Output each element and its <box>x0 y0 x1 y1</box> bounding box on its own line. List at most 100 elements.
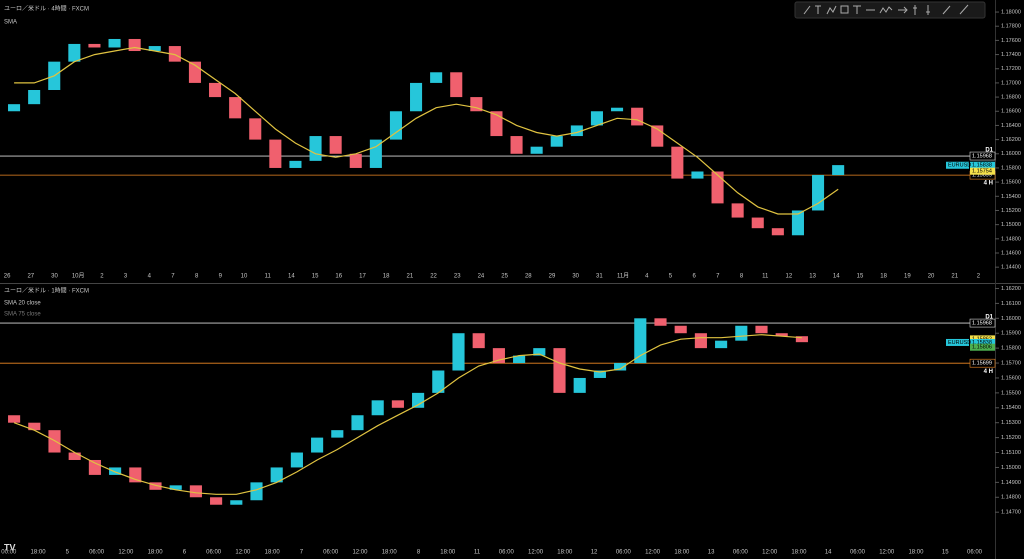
y-tick-label: 1.15300 <box>1001 420 1021 426</box>
candle <box>311 437 324 453</box>
drawing-toolbar[interactable] <box>794 1 986 19</box>
y-tick-label: 1.17800 <box>1001 24 1021 30</box>
x-tick-label: 8 <box>740 274 744 280</box>
x-tick-label: 06:00 <box>323 550 339 556</box>
tool-icon[interactable] <box>815 5 821 14</box>
indicator-label[interactable]: SMA 75 close <box>4 312 41 318</box>
x-tick-label: 06:00 <box>850 550 866 556</box>
x-tick-label: 06:00 <box>967 550 983 556</box>
candle <box>391 400 404 408</box>
candle <box>210 497 223 505</box>
candle <box>513 355 526 364</box>
x-tick-label: 27 <box>27 274 34 280</box>
x-tick-label: 21 <box>407 274 414 280</box>
candle <box>553 348 566 393</box>
y-tick-label: 1.16200 <box>1001 137 1021 143</box>
candle <box>430 72 443 83</box>
x-tick-label: 25 <box>501 274 508 280</box>
tool-icon[interactable] <box>942 5 951 15</box>
candle <box>250 482 263 501</box>
x-tick-label: 29 <box>549 274 556 280</box>
x-tick-label: 28 <box>525 274 532 280</box>
candle <box>795 336 808 343</box>
x-tick-label: 15 <box>857 274 864 280</box>
tool-icon[interactable] <box>959 4 969 15</box>
y-tick-label: 1.16100 <box>1001 301 1021 307</box>
y-tick-label: 1.15500 <box>1001 390 1021 396</box>
candle <box>432 370 445 393</box>
y-tick-label: 1.15400 <box>1001 194 1021 200</box>
x-tick-label: 8 <box>195 274 199 280</box>
x-tick-label: 5 <box>66 550 70 556</box>
candle <box>510 136 523 154</box>
x-tick-label: 06:00 <box>616 550 632 556</box>
x-tick-label: 18 <box>383 274 390 280</box>
symbol-tag-bg <box>946 161 969 169</box>
y-tick-label: 1.17600 <box>1001 38 1021 44</box>
y-tick-label: 1.15400 <box>1001 405 1021 411</box>
x-tick-label: 10月 <box>72 273 85 280</box>
x-tick-label: 11 <box>474 550 481 556</box>
candle <box>68 452 81 460</box>
x-tick-label: 16 <box>335 274 342 280</box>
indicator-label[interactable]: SMA 20 close <box>4 301 41 307</box>
tool-icon[interactable] <box>913 5 917 15</box>
x-tick-label: 15 <box>942 550 949 556</box>
x-tick-label: 30 <box>51 274 58 280</box>
y-tick-label: 1.16200 <box>1001 286 1021 292</box>
y-tick-label: 1.14800 <box>1001 236 1021 242</box>
candle <box>631 107 644 126</box>
x-tick-label: 6 <box>692 274 696 280</box>
tool-icon[interactable] <box>853 5 861 14</box>
tool-icon[interactable] <box>803 5 811 15</box>
tool-icon[interactable] <box>898 6 908 14</box>
candle <box>671 146 684 179</box>
candle <box>751 217 764 229</box>
candle <box>593 370 606 378</box>
candle <box>230 500 243 505</box>
x-tick-label: 3 <box>124 274 128 280</box>
tool-icon[interactable] <box>840 5 849 14</box>
price-tag: 1.15754 <box>972 169 992 175</box>
candle <box>8 415 21 423</box>
candle <box>654 318 667 326</box>
x-tick-label: 12:00 <box>118 550 134 556</box>
tool-icon[interactable] <box>879 6 893 14</box>
candle <box>351 415 364 431</box>
panel-title: ユーロ／米ドル · 1時間 · FXCM <box>4 287 89 295</box>
price-tag-bg <box>970 335 995 343</box>
candle <box>570 125 583 137</box>
x-tick-label: 2 <box>100 274 104 280</box>
y-tick-label: 1.16600 <box>1001 109 1021 115</box>
x-tick-label: 14 <box>825 550 832 556</box>
symbol-tag: EURUSD <box>948 163 971 169</box>
x-tick-label: 12:00 <box>645 550 661 556</box>
panel-title: ユーロ／米ドル · 4時間 · FXCM <box>4 5 89 13</box>
x-tick-label: 7 <box>300 550 304 556</box>
y-tick-label: 1.16000 <box>1001 151 1021 157</box>
indicator-label[interactable]: SMA <box>4 20 17 26</box>
y-tick-label: 1.14600 <box>1001 250 1021 256</box>
symbol-tag: EURUSD <box>948 340 971 346</box>
price-tag-bg <box>970 161 995 169</box>
x-tick-label: 12 <box>591 550 598 556</box>
y-tick-label: 1.17400 <box>1001 52 1021 58</box>
x-tick-label: 12:00 <box>762 550 778 556</box>
x-tick-label: 24 <box>478 274 485 280</box>
y-tick-label: 1.16400 <box>1001 123 1021 129</box>
candle <box>832 165 845 176</box>
x-tick-label: 06:00 <box>733 550 749 556</box>
tool-icon[interactable] <box>826 5 837 15</box>
level-name: 4 H <box>984 181 993 187</box>
candle <box>791 210 804 236</box>
x-tick-label: 7 <box>716 274 720 280</box>
y-tick-label: 1.15900 <box>1001 331 1021 337</box>
candle <box>389 111 402 140</box>
x-tick-label: 20 <box>928 274 935 280</box>
sma-line <box>14 46 839 215</box>
x-tick-label: 12:00 <box>235 550 251 556</box>
y-tick-label: 1.14800 <box>1001 495 1021 501</box>
tool-icon[interactable] <box>926 5 930 15</box>
